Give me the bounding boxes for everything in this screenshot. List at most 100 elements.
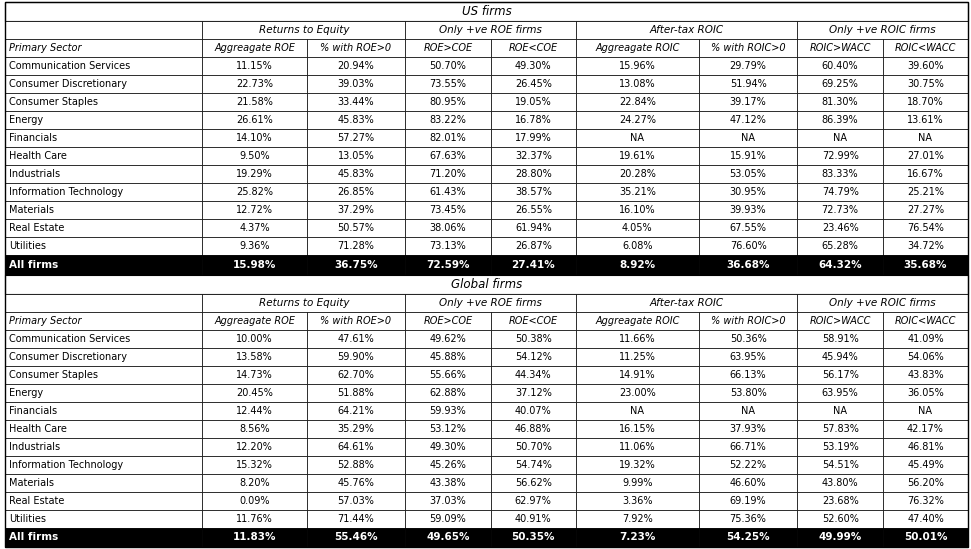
Text: 58.91%: 58.91% (821, 334, 858, 344)
Text: 19.61%: 19.61% (619, 151, 655, 161)
Text: 12.20%: 12.20% (236, 442, 273, 452)
Bar (307, 420, 405, 438)
Text: 28.80%: 28.80% (515, 169, 552, 179)
Bar (797, 201, 883, 219)
Bar (576, 402, 699, 420)
Bar (797, 21, 968, 40)
Bar (490, 93, 576, 111)
Text: 26.45%: 26.45% (515, 79, 552, 89)
Bar (699, 183, 797, 201)
Bar (490, 384, 576, 402)
Text: NA: NA (741, 406, 755, 416)
Text: 20.28%: 20.28% (619, 169, 655, 179)
Bar (307, 237, 405, 255)
Text: 50.01%: 50.01% (904, 533, 947, 542)
Bar (699, 255, 797, 274)
Text: 19.29%: 19.29% (236, 169, 273, 179)
Text: 20.94%: 20.94% (338, 61, 374, 71)
Bar (405, 75, 490, 93)
Text: 57.27%: 57.27% (337, 133, 375, 143)
Bar (307, 40, 405, 57)
Text: 61.94%: 61.94% (515, 223, 552, 233)
Bar (699, 348, 797, 366)
Bar (203, 366, 307, 384)
Text: 16.78%: 16.78% (515, 115, 552, 125)
Bar (490, 312, 576, 330)
Text: Consumer Discretionary: Consumer Discretionary (9, 79, 127, 89)
Text: 45.94%: 45.94% (821, 352, 858, 362)
Bar (699, 57, 797, 75)
Text: 11.25%: 11.25% (619, 352, 655, 362)
Bar (405, 183, 490, 201)
Text: % with ROIC>0: % with ROIC>0 (711, 43, 786, 53)
Bar (797, 183, 883, 201)
Text: 20.45%: 20.45% (236, 388, 273, 398)
Bar (307, 75, 405, 93)
Bar (203, 420, 307, 438)
Bar (797, 366, 883, 384)
Bar (490, 330, 576, 348)
Bar (203, 75, 307, 93)
Bar (5, 294, 203, 312)
Bar (797, 111, 883, 129)
Text: Global firms: Global firms (451, 278, 522, 291)
Bar (405, 384, 490, 402)
Bar (405, 57, 490, 75)
Text: 13.61%: 13.61% (907, 115, 944, 125)
Bar (5, 312, 203, 330)
Text: NA: NA (919, 406, 932, 416)
Bar (405, 111, 490, 129)
Text: 76.32%: 76.32% (907, 496, 944, 506)
Text: 51.88%: 51.88% (338, 388, 374, 398)
Text: NA: NA (741, 133, 755, 143)
Text: 45.76%: 45.76% (338, 478, 375, 488)
Bar (5, 528, 203, 547)
Bar (576, 147, 699, 165)
Text: 57.83%: 57.83% (821, 424, 858, 434)
Bar (203, 492, 307, 509)
Text: Health Care: Health Care (9, 424, 67, 434)
Text: Consumer Staples: Consumer Staples (9, 97, 98, 107)
Text: 26.55%: 26.55% (515, 205, 552, 215)
Bar (405, 93, 490, 111)
Bar (699, 219, 797, 237)
Text: ROIC<WACC: ROIC<WACC (894, 316, 956, 326)
Bar (699, 93, 797, 111)
Text: 24.27%: 24.27% (619, 115, 655, 125)
Bar (405, 492, 490, 509)
Text: 72.59%: 72.59% (426, 260, 470, 270)
Text: 72.99%: 72.99% (821, 151, 858, 161)
Bar (883, 40, 968, 57)
Text: % with ROE>0: % with ROE>0 (320, 316, 391, 326)
Bar (490, 40, 576, 57)
Text: 53.80%: 53.80% (730, 388, 766, 398)
Text: 86.39%: 86.39% (821, 115, 858, 125)
Text: 57.03%: 57.03% (338, 496, 375, 506)
Bar (203, 201, 307, 219)
Bar (307, 384, 405, 402)
Text: 54.12%: 54.12% (515, 352, 552, 362)
Text: 35.68%: 35.68% (904, 260, 947, 270)
Text: ROIC>WACC: ROIC>WACC (810, 43, 871, 53)
Text: 49.62%: 49.62% (429, 334, 466, 344)
Bar (490, 366, 576, 384)
Bar (5, 219, 203, 237)
Text: Real Estate: Real Estate (9, 496, 64, 506)
Text: 21.58%: 21.58% (236, 97, 273, 107)
Text: Industrials: Industrials (9, 169, 60, 179)
Bar (307, 456, 405, 474)
Bar (405, 509, 490, 528)
Bar (307, 492, 405, 509)
Bar (576, 165, 699, 183)
Bar (883, 384, 968, 402)
Bar (883, 438, 968, 456)
Text: 54.74%: 54.74% (515, 460, 552, 470)
Bar (576, 183, 699, 201)
Bar (699, 528, 797, 547)
Text: 14.73%: 14.73% (236, 370, 273, 380)
Text: 39.17%: 39.17% (730, 97, 766, 107)
Text: 53.12%: 53.12% (429, 424, 466, 434)
Text: 8.92%: 8.92% (619, 260, 655, 270)
Bar (576, 219, 699, 237)
Text: 69.19%: 69.19% (730, 496, 766, 506)
